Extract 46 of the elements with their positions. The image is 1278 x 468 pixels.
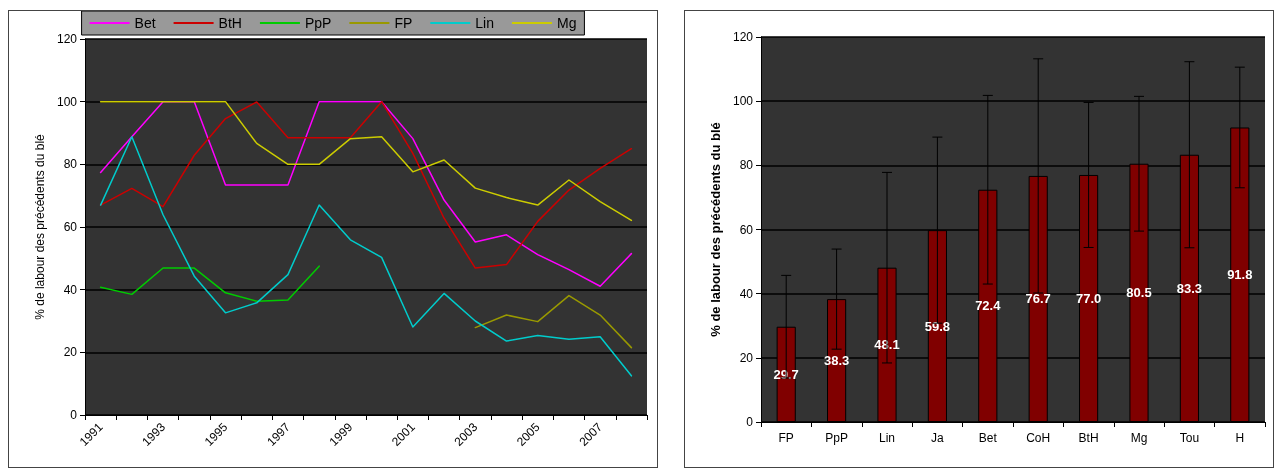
y-tick-label: 40 <box>739 286 754 301</box>
x-tick-label: BtH <box>1078 431 1099 445</box>
data-label: 38.3 <box>823 353 850 369</box>
y-tick-label: 20 <box>739 350 754 365</box>
y-tick-label: 0 <box>746 415 754 429</box>
y-tick-label: 100 <box>732 94 754 109</box>
x-tick-label: H <box>1235 431 1245 445</box>
y-tick-label: 40 <box>63 282 78 297</box>
legend-label: FP <box>394 15 413 31</box>
y-axis-title: % de labour des précédents du blé <box>708 122 724 337</box>
x-tick-label: CoH <box>1026 431 1051 445</box>
line-series <box>474 294 633 349</box>
legend-label: Lin <box>475 15 494 31</box>
legend-label: Mg <box>556 15 577 31</box>
x-tick-label: FP <box>778 431 794 445</box>
line-series <box>99 265 320 303</box>
y-tick-label: 60 <box>739 222 754 237</box>
data-label: 83.3 <box>1176 280 1203 296</box>
y-tick-label: 20 <box>63 345 78 360</box>
data-label: 77.0 <box>1075 290 1102 306</box>
y-tick-label: 120 <box>56 32 78 46</box>
data-label: 91.8 <box>1227 267 1253 283</box>
y-tick-label: 80 <box>739 158 754 173</box>
line-series <box>99 136 633 377</box>
y-tick-label: 0 <box>70 408 78 422</box>
data-label: 72.4 <box>975 298 1002 314</box>
data-label: 29.7 <box>773 366 799 382</box>
y-tick-label: 60 <box>63 220 78 234</box>
y-tick-label: 80 <box>63 157 78 172</box>
y-tick-label: 120 <box>732 30 754 44</box>
data-label: 59.8 <box>924 318 951 334</box>
x-tick-label: PpP <box>825 431 848 445</box>
x-tick-label: Bet <box>978 431 998 445</box>
legend-label: PpP <box>304 15 332 31</box>
legend-label: Bet <box>134 15 156 31</box>
data-label: 48.1 <box>874 337 900 353</box>
y-axis-title: % de labour des précédents du blé <box>33 133 48 320</box>
legend-label: BtH <box>218 15 242 31</box>
x-tick-label: Mg <box>1130 431 1148 445</box>
data-label: 80.5 <box>1126 285 1152 301</box>
x-tick-label: Tou <box>1179 431 1200 445</box>
data-label: 76.7 <box>1025 291 1051 307</box>
line-series <box>99 100 633 222</box>
y-tick-label: 100 <box>56 94 78 109</box>
x-tick-label: Lin <box>878 431 896 445</box>
x-tick-label: Ja <box>931 431 945 445</box>
